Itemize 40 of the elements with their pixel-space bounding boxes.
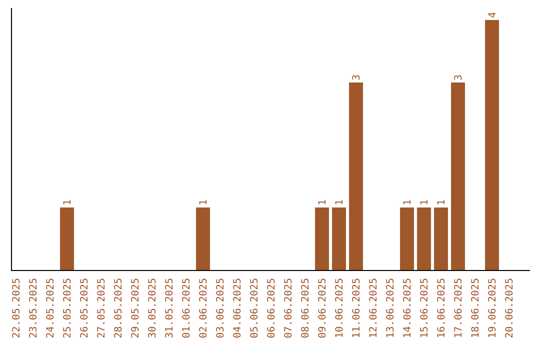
x-tick-label: 25.05.2025: [62, 278, 74, 338]
x-tick-label: 22.05.2025: [12, 278, 22, 338]
x-tick-label: 23.05.2025: [28, 278, 40, 338]
x-tick-label: 09.06.2025: [318, 278, 328, 338]
x-tick-label: 11.06.2025: [352, 278, 362, 338]
x-tick-label: 27.05.2025: [96, 278, 108, 338]
x-tick-label: 07.06.2025: [284, 278, 294, 338]
data-label: 1: [436, 199, 448, 206]
x-tick-label: 08.06.2025: [300, 278, 312, 338]
x-tick-label: 05.06.2025: [250, 278, 260, 338]
x-tick-label: 02.06.2025: [198, 278, 210, 338]
data-label: 1: [318, 199, 328, 206]
x-tick-label: 13.06.2025: [386, 278, 396, 338]
x-tick-label: 10.06.2025: [334, 278, 346, 338]
x-tick-label: 01.06.2025: [182, 278, 192, 338]
x-tick-label: 26.05.2025: [80, 278, 90, 338]
x-tick-label: 17.06.2025: [454, 278, 464, 338]
x-tick-label: 24.05.2025: [46, 278, 56, 338]
x-tick-label: 31.05.2025: [164, 278, 176, 338]
data-label: 1: [420, 199, 430, 206]
x-tick-label: 15.06.2025: [420, 278, 430, 338]
x-tick-label: 03.06.2025: [216, 278, 226, 338]
data-label: 1: [198, 199, 210, 206]
data-label: 1: [402, 199, 414, 206]
data-label: 3: [352, 74, 362, 80]
data-label: 4: [488, 12, 498, 18]
x-tick-label: 18.06.2025: [470, 278, 482, 338]
x-tick-label: 28.05.2025: [114, 278, 124, 338]
x-tick-label: 20.06.2025: [504, 278, 516, 338]
x-tick-label: 14.06.2025: [402, 278, 414, 338]
x-tick-label: 04.06.2025: [232, 278, 244, 338]
x-tick-label: 19.06.2025: [488, 278, 498, 338]
data-label: 1: [62, 199, 74, 206]
x-tick-label: 12.06.2025: [368, 278, 380, 338]
x-tick-label: 06.06.2025: [266, 278, 278, 338]
x-tick-label: 29.05.2025: [130, 278, 142, 338]
x-tick-label: 16.06.2025: [436, 278, 448, 338]
x-tick-label: 30.05.2025: [148, 278, 158, 338]
data-label: 1: [334, 199, 346, 206]
data-label: 3: [454, 74, 464, 80]
